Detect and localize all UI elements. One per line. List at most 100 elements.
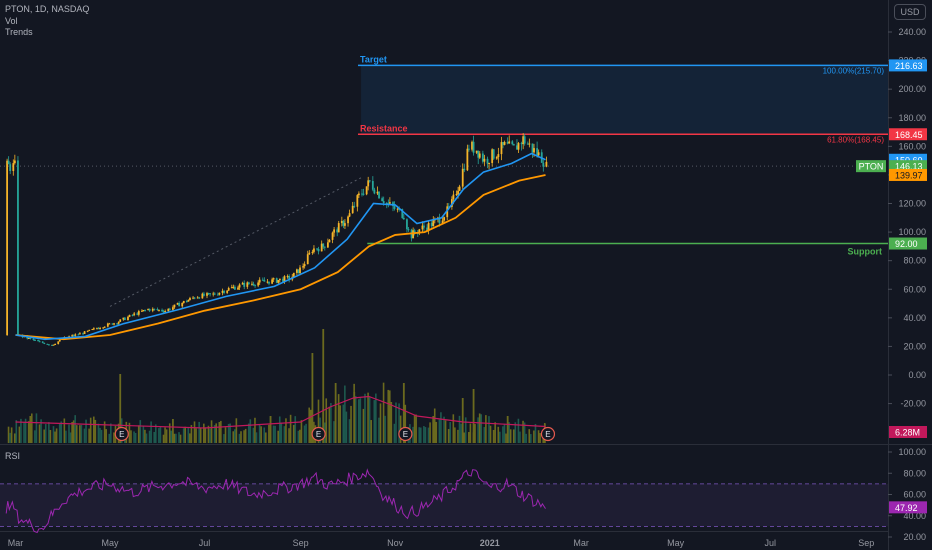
candles	[6, 133, 548, 346]
volume-bar	[393, 423, 396, 443]
candle-body	[458, 186, 461, 191]
volume-bar	[94, 419, 97, 443]
candle-body	[373, 189, 376, 194]
volume-bar	[423, 426, 425, 443]
volume-bar	[454, 427, 456, 443]
candle-body	[365, 186, 368, 195]
volume-bar	[272, 425, 275, 443]
level-price-label: 216.63	[895, 61, 923, 71]
candle-body	[71, 335, 74, 337]
candle-body	[106, 323, 109, 327]
candle-body	[418, 229, 421, 234]
candle-body	[133, 313, 136, 315]
level-price-label-bg	[889, 59, 927, 72]
volume-bar	[10, 427, 13, 443]
rsi-value-label: 47.92	[895, 503, 918, 513]
volume-bar	[368, 396, 371, 443]
candle-body	[407, 229, 410, 231]
earnings-marker	[311, 426, 326, 442]
volume-bar	[80, 424, 83, 443]
candle-body	[216, 294, 219, 296]
candle-body	[278, 278, 281, 281]
candle-body	[308, 252, 311, 255]
volume-bar	[173, 433, 176, 443]
volume-bar	[274, 425, 276, 443]
volume-bar	[480, 414, 483, 443]
time-tick-label: 2021	[480, 538, 500, 548]
volume-bar	[220, 420, 222, 443]
candle-body	[388, 202, 391, 204]
volume-bar	[373, 400, 376, 443]
volume-bar	[364, 393, 366, 443]
volume-bars	[7, 329, 546, 443]
candle-body	[46, 343, 49, 345]
candle-body	[113, 323, 115, 325]
candle-body	[48, 344, 50, 346]
volume-bar	[379, 403, 382, 443]
candle-body	[206, 293, 208, 296]
candle-body	[296, 269, 298, 273]
volume-bar	[537, 430, 540, 443]
volume-bar	[468, 432, 470, 443]
candle-body	[528, 143, 531, 145]
price-tick-label: 80.00	[903, 256, 926, 266]
volume-bar	[30, 413, 33, 443]
volume-bar	[69, 432, 72, 443]
ema-slow-line	[15, 174, 546, 341]
volume-bar	[398, 403, 400, 443]
rsi-tick-label: 80.00	[903, 468, 926, 478]
candle-body	[82, 333, 84, 335]
candle-body	[153, 308, 156, 310]
volume-bar	[18, 426, 21, 443]
volume-bar	[413, 414, 416, 443]
volume-bar	[512, 429, 515, 443]
volume-bar	[390, 401, 393, 443]
candle-body	[536, 148, 539, 156]
candle-body	[297, 269, 300, 274]
time-tick-label: May	[667, 538, 685, 548]
volume-bar	[519, 431, 521, 443]
volume-bar	[388, 407, 391, 443]
volume-bar	[40, 419, 42, 443]
candle-body	[86, 330, 89, 332]
time-tick-label: May	[102, 538, 120, 548]
candle-body	[393, 206, 396, 209]
volume-bar	[209, 428, 211, 443]
volume-bar	[164, 427, 166, 443]
volume-bar	[24, 418, 27, 443]
volume-bar	[71, 422, 74, 443]
candle-body	[533, 148, 535, 153]
volume-bar	[447, 429, 450, 443]
price-tick-label: 40.00	[903, 313, 926, 323]
time-tick-label: Sep	[858, 538, 874, 548]
rsi-line	[5, 468, 546, 534]
volume-bar	[517, 418, 520, 443]
candle-body	[196, 297, 199, 299]
volume-bar	[158, 428, 160, 443]
volume-bar	[494, 422, 496, 443]
candle-body	[382, 201, 385, 203]
volume-bar	[187, 427, 190, 443]
candle-body	[283, 276, 286, 282]
candle-body	[257, 282, 260, 286]
volume-bar	[474, 424, 476, 443]
volume-bar	[330, 403, 332, 443]
volume-bar	[265, 432, 267, 443]
candle-body	[357, 193, 360, 196]
candle-body	[223, 290, 225, 293]
candle-body	[286, 276, 289, 278]
candle-body	[326, 242, 329, 248]
candle-body	[438, 217, 441, 224]
candle-body	[207, 293, 210, 295]
volume-bar	[460, 423, 462, 443]
volume-bar	[144, 429, 146, 443]
candle-body	[271, 279, 274, 284]
candle-body	[423, 225, 425, 228]
volume-bar	[103, 421, 106, 443]
price-tick-label: 180.00	[898, 113, 926, 123]
candle-body	[141, 310, 143, 312]
currency-button[interactable]: USD	[894, 4, 926, 20]
volume-bar	[204, 427, 207, 443]
volume-bar	[311, 353, 314, 443]
